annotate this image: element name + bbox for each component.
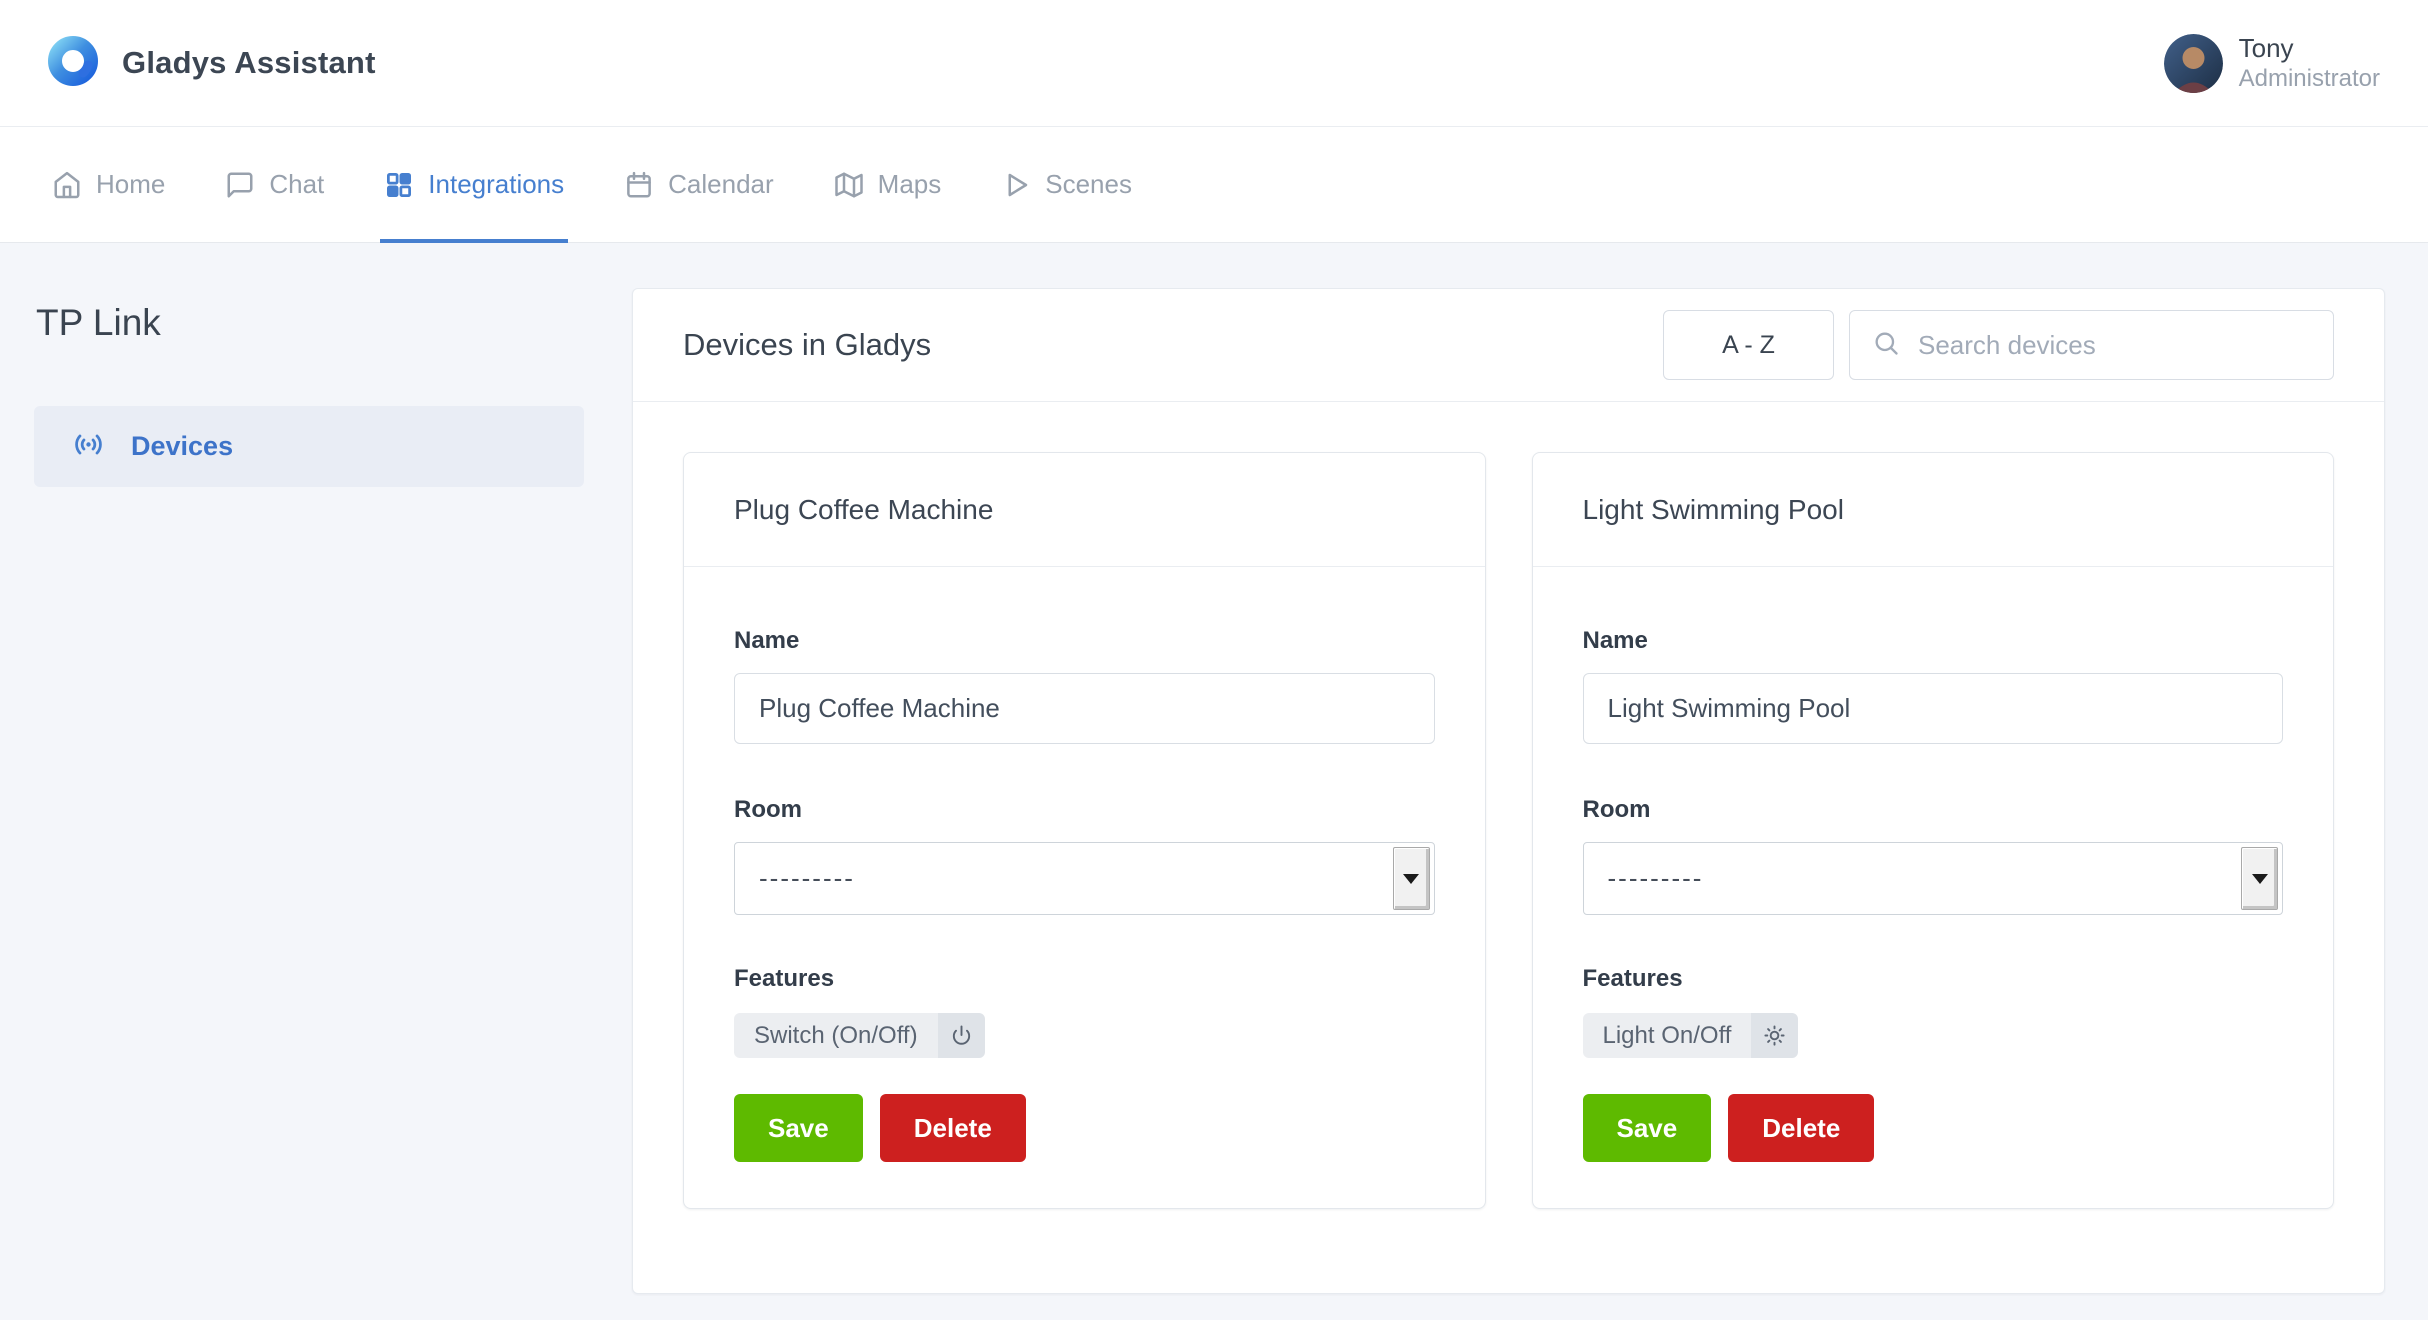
grid-icon <box>384 170 414 200</box>
device-name-input[interactable] <box>1582 673 2283 744</box>
power-icon <box>937 1013 985 1058</box>
room-select-value: --------- <box>759 863 855 893</box>
devices-panel: Devices in Gladys A - Z Plug Coffee Mach… <box>632 288 2385 1294</box>
user-menu[interactable]: Tony Administrator <box>2163 32 2380 95</box>
nav-label: Scenes <box>1045 169 1132 199</box>
gladys-logo-icon <box>48 35 100 92</box>
select-dropdown-arrow-icon[interactable] <box>1392 847 1430 910</box>
nav-label: Home <box>96 169 166 199</box>
nav-label: Maps <box>877 169 942 199</box>
save-button[interactable]: Save <box>734 1094 863 1162</box>
feature-label: Switch (On/Off) <box>734 1013 938 1058</box>
room-select-value: --------- <box>1607 863 1704 893</box>
device-card-header: Light Swimming Pool <box>1532 453 2333 567</box>
app-header: Gladys Assistant Tony Administrator <box>0 0 2428 127</box>
panel-title: Devices in Gladys <box>683 327 932 362</box>
brightness-icon <box>1751 1013 1799 1058</box>
feature-label: Light On/Off <box>1582 1013 1752 1058</box>
features-label: Features <box>1582 965 1683 992</box>
nav-item-scenes[interactable]: Scenes <box>997 127 1136 242</box>
nav-item-calendar[interactable]: Calendar <box>620 127 778 242</box>
app-title: Gladys Assistant <box>122 45 376 80</box>
device-title: Plug Coffee Machine <box>734 493 994 525</box>
search-box <box>1849 310 2334 380</box>
map-icon <box>834 170 864 200</box>
nav-label: Calendar <box>668 169 774 199</box>
search-input[interactable] <box>1918 329 2311 361</box>
room-select[interactable]: --------- <box>734 842 1435 915</box>
sort-az-button[interactable]: A - Z <box>1663 310 1834 380</box>
features-label: Features <box>734 965 835 992</box>
chat-icon <box>225 170 255 200</box>
integration-title: TP Link <box>36 302 161 343</box>
room-label: Room <box>734 796 802 823</box>
nav-item-integrations[interactable]: Integrations <box>380 127 569 243</box>
room-label: Room <box>1582 796 1651 823</box>
main-nav: Home Chat Integrations Calendar Maps Sce… <box>0 127 2428 243</box>
integration-sidebar: TP Link Devices <box>34 288 584 1294</box>
device-card-header: Plug Coffee Machine <box>684 453 1485 567</box>
calendar-icon <box>624 170 654 200</box>
brand[interactable]: Gladys Assistant <box>48 35 376 92</box>
nav-item-maps[interactable]: Maps <box>830 127 946 242</box>
search-icon <box>1872 329 1900 362</box>
nav-label: Integrations <box>428 169 565 199</box>
sidebar-item-devices[interactable]: Devices <box>34 406 584 487</box>
device-name-input[interactable] <box>734 673 1435 744</box>
devices-panel-header: Devices in Gladys A - Z <box>633 289 2384 402</box>
device-card-light-swimming-pool: Light Swimming Pool Name Room --------- … <box>1531 452 2334 1209</box>
name-label: Name <box>1582 627 1648 654</box>
name-label: Name <box>734 627 800 654</box>
user-name: Tony <box>2238 32 2294 63</box>
sidebar-item-label: Devices <box>131 431 234 461</box>
device-title: Light Swimming Pool <box>1582 493 1844 525</box>
play-icon <box>1001 170 1031 200</box>
delete-button[interactable]: Delete <box>1728 1094 1875 1162</box>
user-role: Administrator <box>2238 65 2380 93</box>
nav-item-chat[interactable]: Chat <box>221 127 328 242</box>
select-dropdown-arrow-icon[interactable] <box>2241 847 2278 910</box>
room-select[interactable]: --------- <box>1582 842 2283 915</box>
nav-label: Chat <box>269 169 325 199</box>
avatar <box>2163 33 2223 93</box>
home-icon <box>52 170 82 200</box>
device-card-plug-coffee-machine: Plug Coffee Machine Name Room --------- … <box>683 452 1486 1209</box>
nav-item-home[interactable]: Home <box>48 127 169 242</box>
save-button[interactable]: Save <box>1582 1094 1712 1162</box>
feature-badge-light: Light On/Off <box>1582 1013 1799 1058</box>
broadcast-icon <box>72 428 105 466</box>
feature-badge-switch: Switch (On/Off) <box>734 1013 985 1058</box>
delete-button[interactable]: Delete <box>879 1094 1026 1162</box>
